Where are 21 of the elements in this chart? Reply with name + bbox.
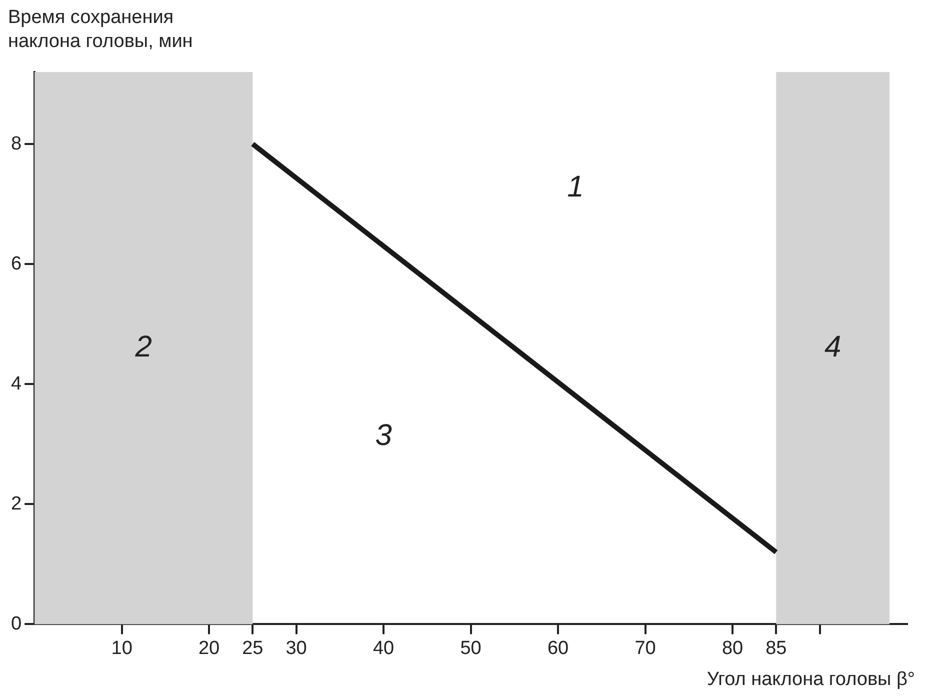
x-tick-label: 70 [634, 638, 656, 659]
x-tick-label: 85 [766, 638, 787, 659]
y-tick-label: 8 [10, 133, 22, 154]
band-label: 4 [824, 330, 842, 364]
x-axis-title: Угол наклона головы β° [706, 669, 915, 691]
y-axis-title: Время сохранения наклона головы, мин [8, 6, 193, 54]
x-tick-label: 25 [242, 638, 264, 659]
annotation: 3 [375, 418, 392, 452]
x-tick-label: 80 [722, 638, 744, 659]
x-tick-label: 40 [372, 638, 394, 659]
x-tick-label: 10 [111, 638, 132, 659]
y-tick-label: 4 [10, 373, 22, 394]
x-tick-label: 60 [547, 638, 569, 659]
y-tick-label: 0 [10, 613, 22, 634]
x-tick-label: 20 [198, 638, 220, 659]
y-tick-label: 6 [10, 253, 22, 274]
x-tick-label: 30 [286, 638, 307, 659]
annotation: 1 [567, 170, 584, 204]
band-label: 2 [134, 330, 152, 364]
y-tick-label: 2 [10, 493, 22, 514]
x-tick-label: 50 [460, 638, 482, 659]
